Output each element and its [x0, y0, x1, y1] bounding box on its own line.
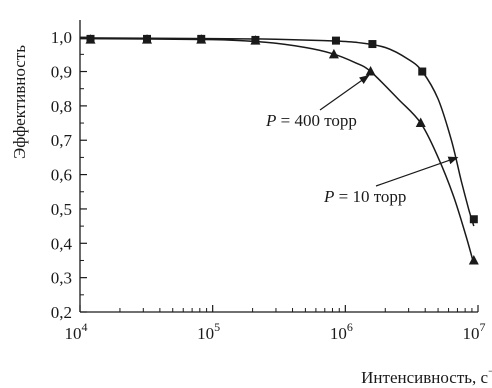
series-line-square [79, 37, 475, 227]
y-tick-label: 0,7 [51, 131, 73, 150]
triangle-marker [415, 117, 426, 128]
square-marker [331, 36, 340, 45]
x-axis-ticks: 104 105 106 107 [65, 305, 486, 343]
annotation-value: = 400 торр [276, 111, 357, 130]
series-line-triangle [79, 37, 475, 265]
x-axis-title: Интенсивность, с−1 [361, 364, 492, 387]
square-marker [418, 67, 427, 76]
y-tick-label: 0,6 [51, 166, 72, 185]
triangle-marker [365, 66, 376, 76]
square-marker [368, 40, 377, 49]
annotation-arrow [375, 156, 459, 187]
annotation-variable: P [265, 111, 276, 130]
y-tick-label: 0,8 [51, 97, 72, 116]
x-tick-base: 10 [463, 324, 480, 343]
x-tick-label: 106 [330, 320, 353, 343]
x-axis-title-text: Интенсивность, с [361, 368, 488, 387]
y-tick-label: 0,9 [51, 63, 72, 82]
y-tick-label: 1,0 [51, 28, 72, 47]
triangle-marker [468, 254, 479, 265]
square-marker [469, 215, 478, 224]
annotation-label: P = 10 торр [323, 187, 406, 206]
y-tick-label: 0,4 [51, 234, 73, 253]
annotation-arrow [319, 74, 370, 111]
annotation-variable: P [323, 187, 334, 206]
x-tick-base: 10 [65, 324, 82, 343]
x-tick-exponent: 4 [82, 320, 88, 334]
x-tick-base: 10 [197, 324, 214, 343]
y-tick-label: 0,3 [51, 269, 72, 288]
triangle-marker [250, 35, 261, 45]
triangle-marker [328, 48, 339, 59]
series-lines [79, 37, 475, 265]
x-tick-exponent: 7 [480, 320, 486, 334]
x-tick-exponent: 5 [214, 320, 220, 334]
x-tick-exponent: 6 [347, 320, 353, 334]
series-markers [85, 34, 479, 265]
y-tick-label: 0,2 [51, 303, 72, 322]
y-axis-title: Эффективность [10, 45, 29, 159]
triangle-marker [196, 34, 207, 44]
y-axis-ticks: 0,2 0,3 0,4 0,5 0,6 0,7 0,8 0,9 1,0 [51, 28, 87, 322]
y-tick-label: 0,5 [51, 200, 72, 219]
annotation-value: = 10 торр [334, 187, 406, 206]
annotation-label: P = 400 торр [265, 111, 357, 130]
x-tick-label: 105 [197, 320, 220, 343]
triangle-marker [142, 34, 153, 44]
x-tick-label: 107 [463, 320, 486, 343]
x-axis-title-sup: −1 [488, 364, 492, 378]
triangle-marker [85, 34, 96, 44]
x-tick-label: 104 [65, 320, 88, 343]
plot-area [79, 20, 478, 313]
x-tick-base: 10 [330, 324, 347, 343]
